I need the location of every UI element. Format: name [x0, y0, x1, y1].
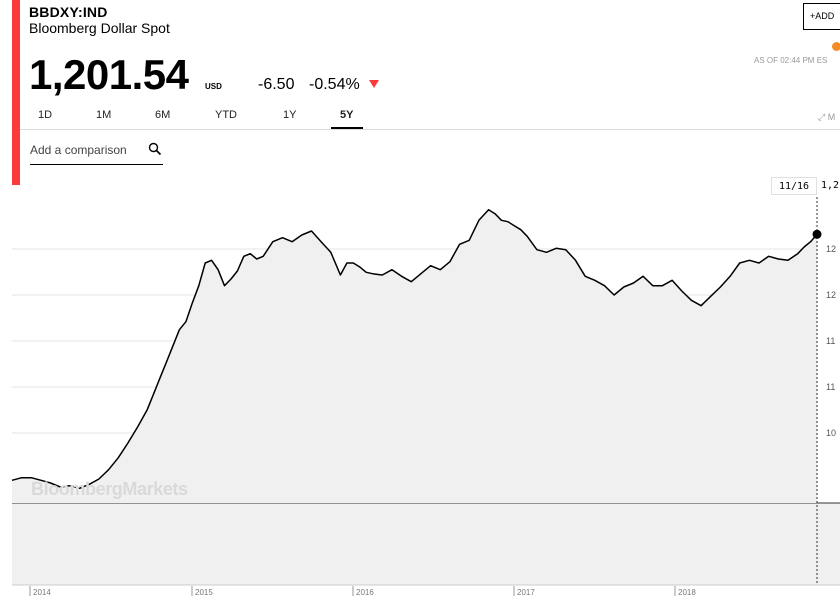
price-line [11, 208, 818, 490]
last-point-marker [812, 229, 822, 239]
expand-icon[interactable]: ⤢ M [818, 112, 836, 122]
ticker-symbol: BBDXY:IND [29, 4, 108, 20]
y-tick-label: 11 [826, 336, 835, 346]
y-axis: 10 11 11 12 12 [826, 244, 836, 438]
search-icon[interactable] [148, 142, 162, 156]
tab-1y[interactable]: 1Y [283, 109, 297, 121]
tab-ytd[interactable]: YTD [215, 109, 237, 121]
x-tick-label: 2015 [195, 588, 213, 597]
x-tick-label: 2018 [678, 588, 696, 597]
add-button[interactable]: +ADD [803, 3, 840, 30]
comparison-search [30, 140, 163, 165]
x-tick-label: 2016 [356, 588, 374, 597]
crosshair-value: 1,2 [817, 177, 840, 195]
range-tabs: 1D 1M 6M YTD 1Y 5Y [20, 107, 840, 129]
currency-label: USD [205, 82, 222, 91]
tab-5y[interactable]: 5Y [340, 109, 354, 121]
security-name: Bloomberg Dollar Spot [29, 20, 170, 36]
y-tick-label: 12 [826, 290, 836, 300]
y-tick-label: 11 [826, 382, 835, 392]
tab-6m[interactable]: 6M [155, 109, 171, 121]
x-axis: 2014 2015 2016 2017 2018 [29, 586, 696, 597]
percent-change: -0.54% [309, 76, 360, 93]
down-arrow-icon [369, 80, 379, 88]
add-button-label: ADD [815, 11, 835, 21]
watermark-logo: BloombergMarkets [31, 479, 188, 499]
active-tab-indicator [331, 127, 363, 130]
comparison-input[interactable] [30, 140, 140, 160]
market-status-dot [832, 42, 840, 51]
tabs-divider [20, 129, 840, 130]
net-change: -6.50 [258, 76, 295, 93]
last-price: 1,201.54 [29, 51, 189, 98]
price-area [12, 209, 817, 503]
crosshair-date: 11/16 [771, 177, 817, 195]
plus-icon: + [810, 11, 816, 21]
y-tick-label: 12 [826, 244, 836, 254]
y-tick-label: 10 [826, 428, 836, 438]
tab-1m[interactable]: 1M [96, 109, 112, 121]
lower-panel [12, 503, 840, 585]
tab-1d[interactable]: 1D [38, 109, 53, 121]
as-of-timestamp: AS OF 02:44 PM ES [754, 56, 828, 65]
x-tick-label: 2014 [33, 588, 51, 597]
x-tick-label: 2017 [517, 588, 535, 597]
